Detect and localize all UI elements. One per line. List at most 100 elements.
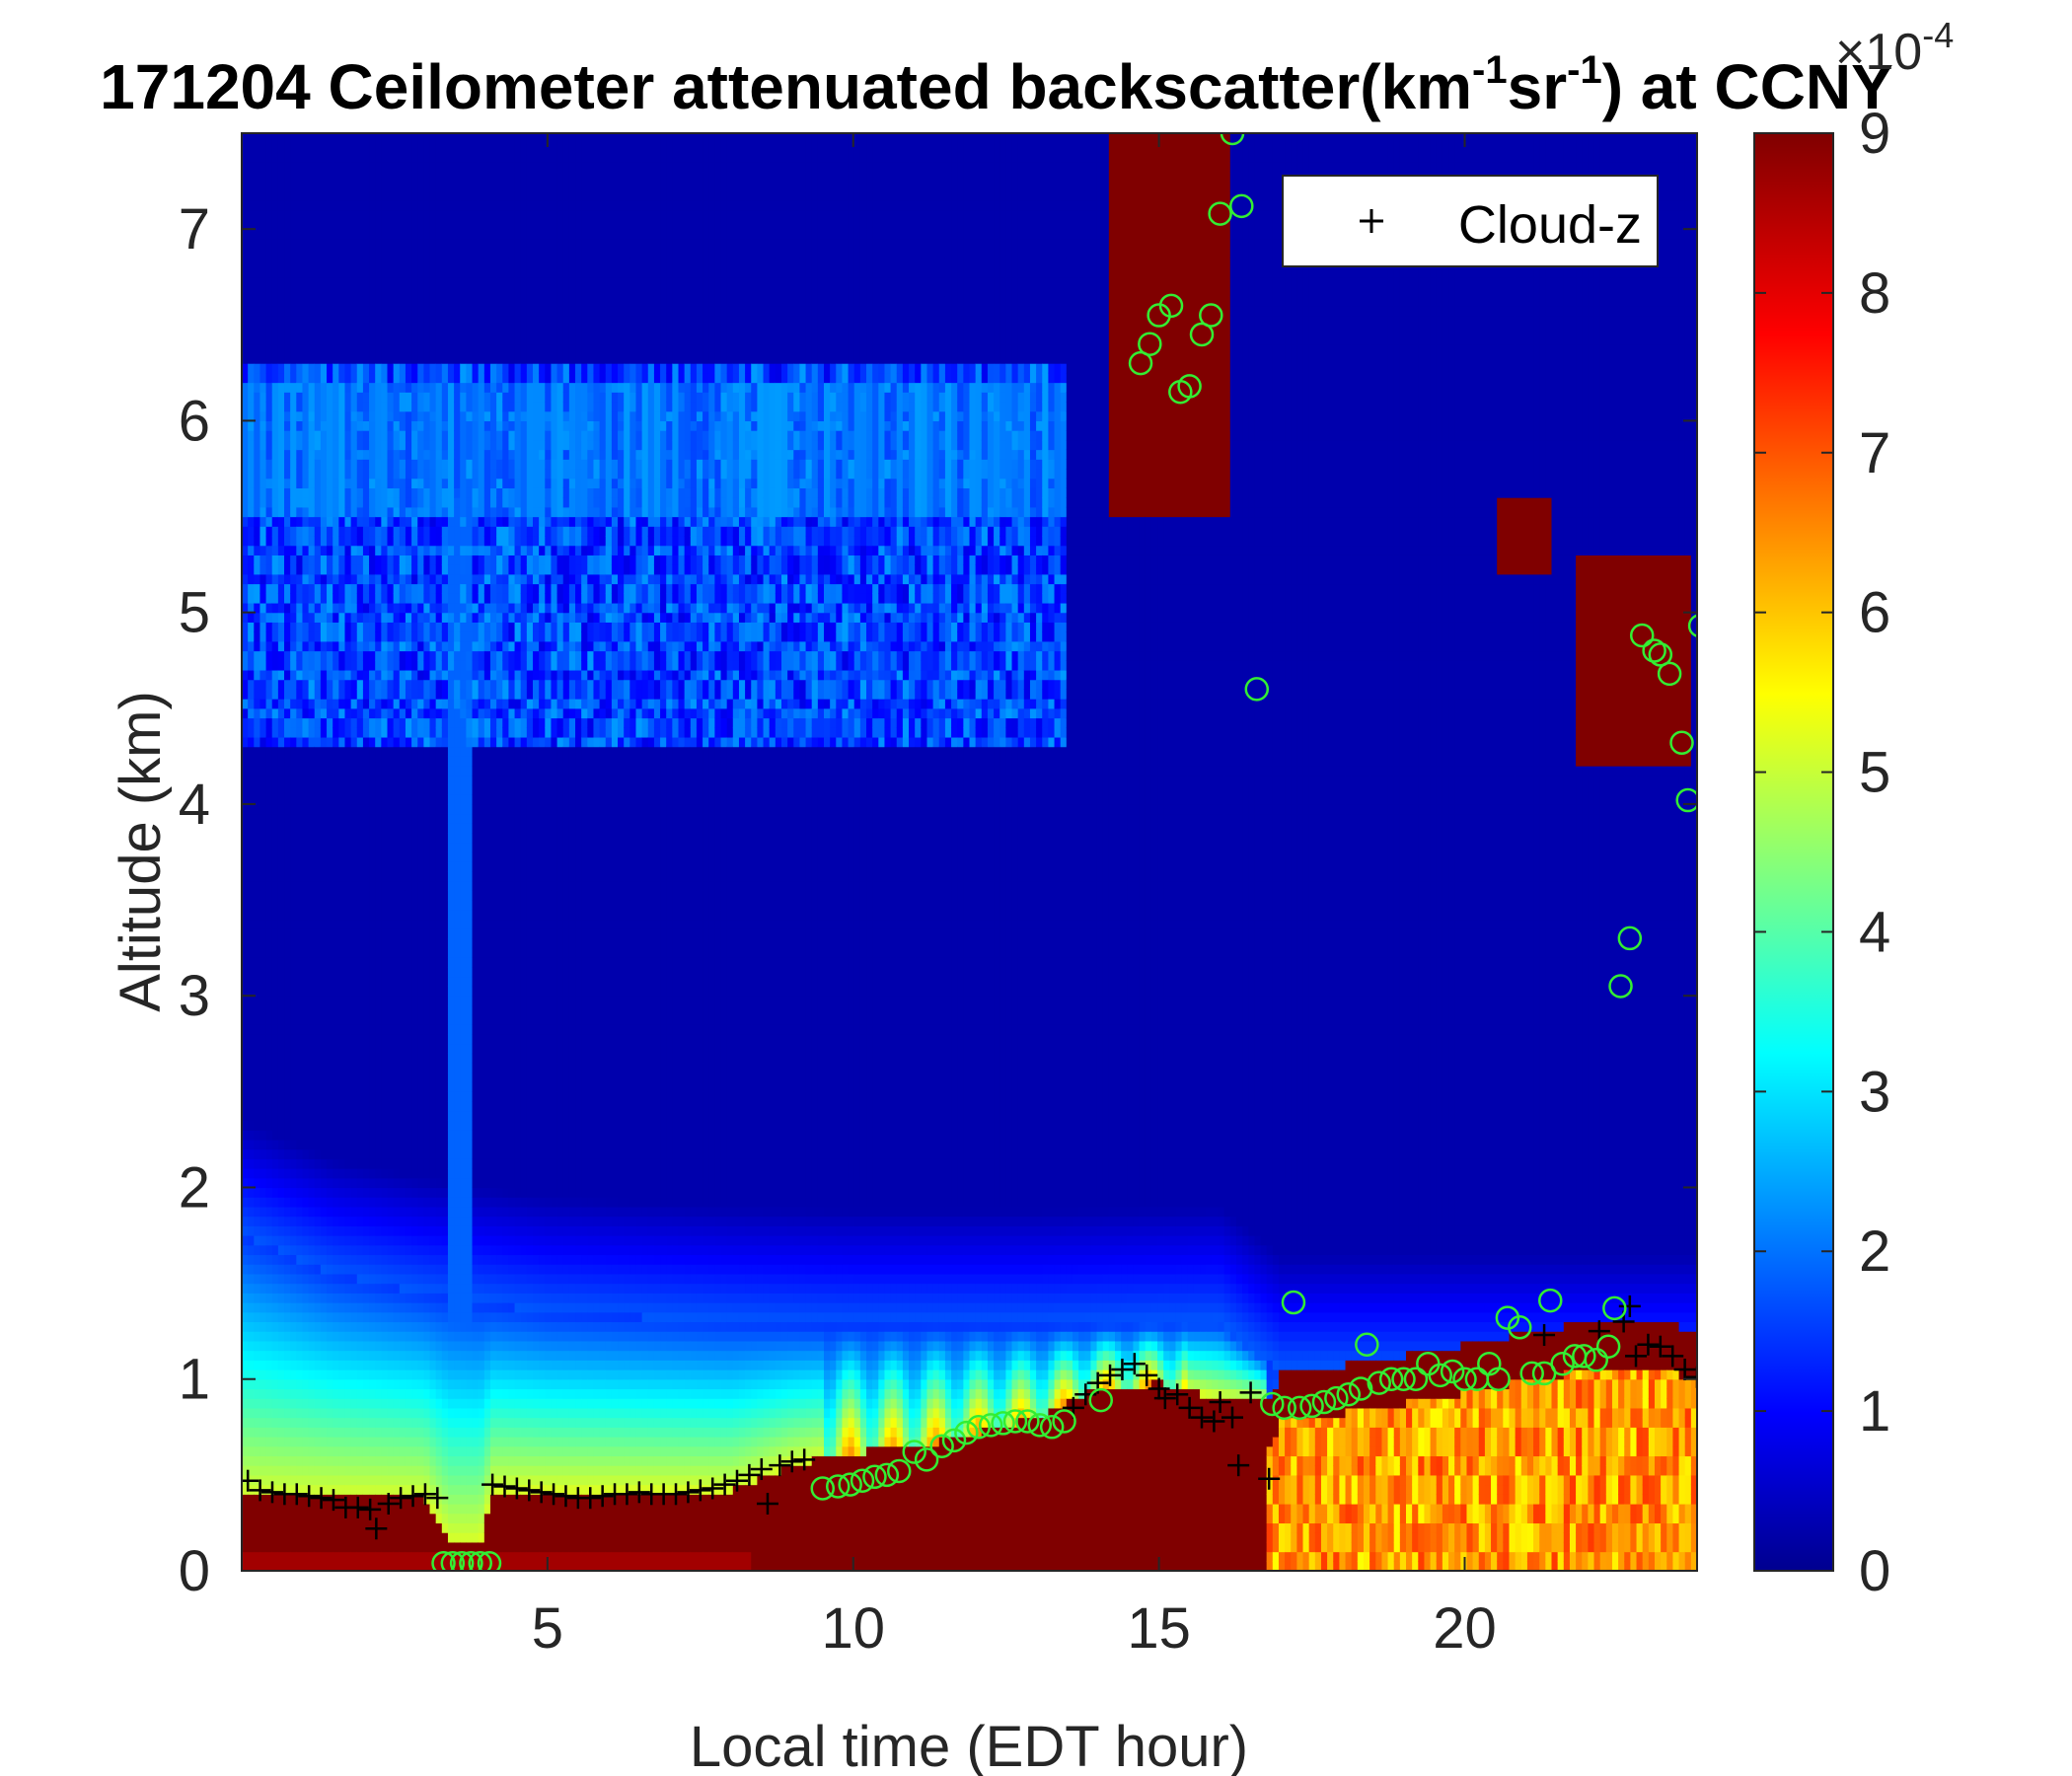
heatmap-cell [417, 1283, 424, 1294]
heatmap-cell [254, 937, 261, 949]
heatmap-cell [277, 1139, 285, 1150]
heatmap-cell [271, 152, 279, 163]
heatmap-cell [320, 555, 328, 565]
heatmap-cell [356, 1148, 364, 1159]
heatmap-cell [356, 650, 364, 661]
heatmap-cell [314, 1216, 322, 1226]
heatmap-cell [356, 784, 364, 795]
heatmap-cell [302, 928, 310, 939]
heatmap-cell [242, 880, 249, 891]
heatmap-cell [302, 1014, 310, 1025]
heatmap-cell [302, 612, 310, 623]
heatmap-cell [302, 382, 310, 393]
heatmap-cell [393, 1244, 401, 1256]
heatmap-cell [387, 1532, 395, 1543]
heatmap-cell [393, 967, 401, 978]
heatmap-cell [435, 1004, 443, 1016]
heatmap-cell [314, 276, 322, 288]
heatmap-cell [314, 363, 322, 374]
heatmap-cell [242, 439, 249, 451]
heatmap-cell [387, 573, 395, 585]
heatmap-cell [350, 1417, 358, 1428]
heatmap-cell [242, 1302, 249, 1313]
heatmap-cell [314, 219, 322, 230]
heatmap-cell [320, 1474, 328, 1486]
heatmap-cell [417, 1120, 424, 1131]
heatmap-cell [405, 162, 412, 173]
heatmap-cell [314, 1043, 322, 1055]
heatmap-cell [314, 784, 322, 795]
heatmap-cell [356, 1427, 364, 1438]
heatmap-cell [417, 669, 424, 681]
heatmap-cell [344, 1168, 352, 1179]
heatmap-cell [362, 775, 370, 786]
heatmap-cell [265, 631, 273, 642]
heatmap-cell [417, 717, 424, 728]
heatmap-cell [265, 468, 273, 480]
heatmap-cell [302, 813, 310, 824]
heatmap-cell [411, 928, 418, 939]
heatmap-cell [284, 1311, 291, 1323]
heatmap-cell [271, 1293, 279, 1303]
heatmap-cell [387, 266, 395, 278]
heatmap-cell [350, 1101, 358, 1112]
heatmap-cell [271, 1235, 279, 1246]
heatmap-cell [387, 650, 395, 661]
heatmap-cell [284, 545, 291, 555]
heatmap-cell [423, 305, 431, 317]
heatmap-cell [271, 833, 279, 844]
heatmap-cell [242, 1340, 249, 1352]
heatmap-cell [405, 248, 412, 259]
heatmap-cell [338, 746, 346, 757]
heatmap-cell [375, 583, 382, 594]
heatmap-cell [254, 133, 261, 144]
heatmap-cell [417, 248, 424, 259]
heatmap-cell [435, 296, 443, 307]
heatmap-cell [344, 1522, 352, 1533]
heatmap-cell [265, 919, 273, 929]
heatmap-cell [302, 1168, 310, 1179]
heatmap-cell [296, 555, 304, 565]
heatmap-cell [254, 199, 261, 211]
heatmap-cell [405, 660, 412, 671]
heatmap-cell [302, 717, 310, 728]
heatmap-cell [356, 343, 364, 354]
heatmap-cell [265, 1158, 273, 1169]
heatmap-cell [327, 209, 333, 221]
heatmap-cell [284, 439, 291, 451]
heatmap-cell [265, 727, 273, 738]
heatmap-cell [387, 526, 395, 537]
heatmap-cell [375, 1110, 382, 1122]
heatmap-cell [248, 506, 255, 518]
heatmap-cell [381, 1378, 389, 1390]
heatmap-cell [327, 439, 333, 451]
heatmap-cell [417, 1206, 424, 1218]
heatmap-cell [277, 1427, 285, 1438]
heatmap-cell [302, 996, 310, 1006]
heatmap-cell [242, 1331, 249, 1342]
heatmap-cell [296, 1072, 304, 1083]
heatmap-cell [429, 689, 437, 700]
heatmap-cell [435, 928, 443, 939]
heatmap-cell [308, 794, 316, 805]
heatmap-cell [405, 296, 412, 307]
heatmap-cell [399, 276, 407, 288]
heatmap-cell [259, 986, 267, 997]
heatmap-cell [393, 880, 401, 891]
heatmap-cell [277, 823, 285, 834]
heatmap-cell [381, 766, 389, 777]
heatmap-cell [435, 1532, 443, 1543]
heatmap-cell [362, 1427, 370, 1438]
heatmap-cell [417, 813, 424, 824]
heatmap-cell [290, 468, 297, 480]
heatmap-cell [429, 1130, 437, 1141]
heatmap-cell [423, 622, 431, 632]
heatmap-cell [350, 650, 358, 661]
heatmap-cell [248, 1513, 255, 1524]
heatmap-cell [277, 1091, 285, 1102]
heatmap-cell [308, 1293, 316, 1303]
heatmap-cell [314, 900, 322, 911]
heatmap-cell [296, 851, 304, 862]
heatmap-cell [254, 478, 261, 488]
heatmap-cell [423, 1158, 431, 1169]
